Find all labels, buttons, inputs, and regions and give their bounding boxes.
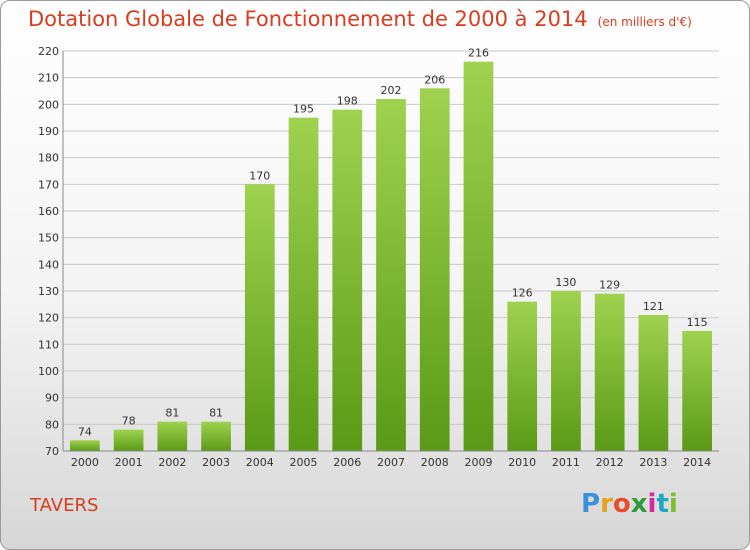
y-tick-label: 120 <box>38 312 59 325</box>
data-label: 115 <box>687 316 708 329</box>
bar-2005 <box>288 117 319 452</box>
data-label: 206 <box>424 73 445 86</box>
bar-2010 <box>507 301 538 451</box>
x-tick-label: 2004 <box>246 456 274 469</box>
y-tick-label: 190 <box>38 125 59 138</box>
data-label: 216 <box>468 47 489 60</box>
x-tick-label: 2001 <box>115 456 143 469</box>
logo-letter: x <box>630 489 648 519</box>
bar-2003 <box>201 421 231 451</box>
logo-letter: r <box>600 489 613 519</box>
x-tick-label: 2002 <box>158 456 186 469</box>
x-tick-label: 2005 <box>290 456 318 469</box>
x-tick-label: 2013 <box>639 456 667 469</box>
y-tick-label: 70 <box>45 445 59 458</box>
title-text: Dotation Globale de Fonctionnement de 20… <box>28 7 588 31</box>
data-label: 195 <box>293 103 314 116</box>
x-tick-label: 2006 <box>333 456 361 469</box>
bar-2004 <box>244 184 275 452</box>
data-label: 170 <box>249 169 270 182</box>
y-tick-label: 180 <box>38 152 59 165</box>
bar-2002 <box>157 421 188 451</box>
x-tick-label: 2010 <box>508 456 536 469</box>
y-tick-label: 110 <box>38 338 59 351</box>
logo-letter: P <box>581 489 601 519</box>
proxiti-logo: Proxiti <box>581 489 678 519</box>
data-label: 78 <box>122 415 136 428</box>
x-tick-label: 2007 <box>377 456 405 469</box>
x-tick-label: 2003 <box>202 456 230 469</box>
bar-2001 <box>113 429 144 451</box>
y-tick-label: 150 <box>38 232 59 245</box>
data-label: 74 <box>78 425 92 438</box>
x-axis: 2000 2001 2002 2003 2004 2005 2006 2007 2008 2009… <box>63 450 719 469</box>
bar-2011 <box>551 291 581 451</box>
bar-2009 <box>463 61 494 452</box>
logo-letter: t <box>656 489 669 519</box>
y-tick-label: 140 <box>38 258 59 271</box>
data-label: 126 <box>512 287 533 300</box>
x-tick-label: 2008 <box>421 456 449 469</box>
x-tick-label: 2014 <box>683 456 711 469</box>
bars: 74 78 81 81 170 195 198 202 206 216 126 130 129 121 11… <box>69 47 713 452</box>
logo-letter: o <box>612 489 631 519</box>
y-tick-label: 100 <box>38 365 59 378</box>
x-tick-label: 2012 <box>596 456 624 469</box>
y-tick-label: 210 <box>38 72 59 85</box>
data-label: 198 <box>337 95 358 108</box>
unit-label: (en milliers d'€) <box>597 15 692 29</box>
x-tick-label: 2011 <box>552 456 580 469</box>
y-tick-label: 80 <box>45 418 59 431</box>
y-tick-label: 160 <box>38 205 59 218</box>
y-tick-label: 130 <box>38 285 59 298</box>
x-tick-label: 2009 <box>464 456 492 469</box>
data-label: 202 <box>381 84 402 97</box>
bar-2006 <box>332 109 363 452</box>
y-tick-label: 90 <box>45 392 59 405</box>
data-label: 81 <box>165 407 179 420</box>
y-tick-label: 170 <box>38 178 59 191</box>
data-label: 129 <box>599 279 620 292</box>
data-label: 81 <box>209 407 223 420</box>
y-tick-label: 200 <box>38 98 59 111</box>
y-tick-label: 220 <box>38 45 59 58</box>
data-label: 130 <box>555 276 576 289</box>
data-label: 121 <box>643 300 664 313</box>
bar-2008 <box>419 88 450 451</box>
bar-2013 <box>638 315 669 451</box>
chart-title: Dotation Globale de Fonctionnement de 20… <box>28 7 692 31</box>
logo-letter: i <box>668 489 678 519</box>
y-axis: 70 80 90 100 110 120 130 140 150 160 170 180 190 200 2… <box>38 45 64 458</box>
bar-2007 <box>376 99 406 451</box>
logo-letter: i <box>647 489 657 519</box>
commune-name: TAVERS <box>30 495 99 516</box>
x-tick-label: 2000 <box>71 456 99 469</box>
bar-2000 <box>69 440 100 451</box>
bar-2014 <box>682 331 713 451</box>
bar-2012 <box>594 293 625 451</box>
